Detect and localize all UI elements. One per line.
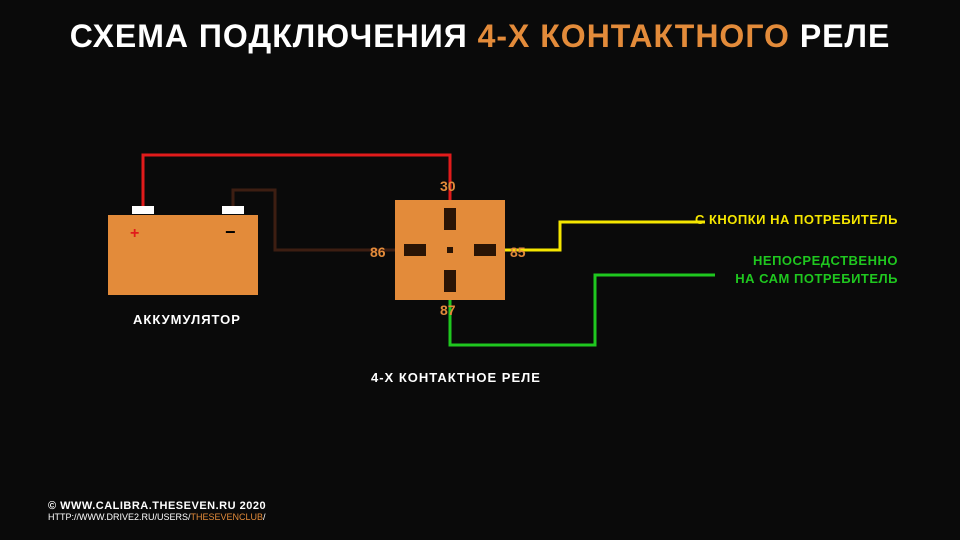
- battery-plus-icon: +: [130, 225, 139, 242]
- footer-line1: © WWW.CALIBRA.THESEVEN.RU 2020: [48, 500, 266, 512]
- battery-label: АККУМУЛЯТОР: [133, 312, 241, 327]
- relay-label: 4-Х КОНТАКТНОЕ РЕЛЕ: [371, 370, 541, 385]
- footer: © WWW.CALIBRA.THESEVEN.RU 2020 HTTP://WW…: [48, 500, 266, 522]
- relay-pin-30: [444, 208, 456, 230]
- pin-label-30: 30: [440, 178, 456, 194]
- label-green-line1: НЕПОСРЕДСТВЕННО: [735, 252, 898, 270]
- wire-red: [143, 155, 450, 206]
- relay-pin-center: [447, 247, 453, 253]
- battery-terminal-minus: [222, 206, 244, 214]
- footer-line2: HTTP://WWW.DRIVE2.RU/USERS/THESEVENCLUB/: [48, 512, 266, 522]
- label-yellow: С КНОПКИ НА ПОТРЕБИТЕЛЬ: [695, 211, 898, 229]
- relay-pin-85: [474, 244, 496, 256]
- pin-label-87: 87: [440, 302, 456, 318]
- label-green: НЕПОСРЕДСТВЕННО НА САМ ПОТРЕБИТЕЛЬ: [735, 252, 898, 288]
- wire-yellow: [505, 222, 705, 250]
- pin-label-85: 85: [510, 244, 526, 260]
- battery-terminal-plus: [132, 206, 154, 214]
- pin-label-86: 86: [370, 244, 386, 260]
- battery-minus-icon: −: [225, 222, 236, 242]
- relay-pin-87: [444, 270, 456, 292]
- relay-pin-86: [404, 244, 426, 256]
- label-green-line2: НА САМ ПОТРЕБИТЕЛЬ: [735, 270, 898, 288]
